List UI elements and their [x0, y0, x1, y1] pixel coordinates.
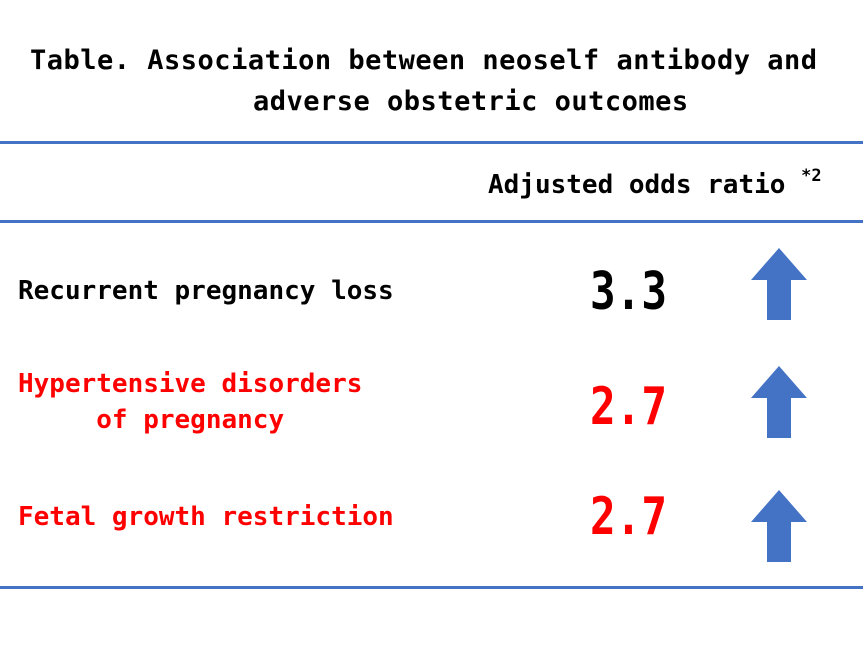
footnote-marker: *2 — [801, 166, 822, 186]
odds-ratio-value: 3.3 — [590, 262, 668, 322]
row-label-line: Recurrent pregnancy loss — [18, 276, 394, 306]
row-label-recurrent-pregnancy-loss: Recurrent pregnancy loss — [18, 273, 394, 309]
row-label-fetal-growth-restriction: Fetal growth restriction — [18, 499, 394, 535]
row-label-line: of pregnancy — [96, 405, 285, 436]
up-arrow-icon — [749, 366, 809, 438]
row-label-line: Hypertensive disorders — [18, 369, 363, 399]
top-rule — [0, 141, 863, 144]
column-header: Adjusted odds ratio *2 — [488, 168, 822, 200]
row-label-line: Fetal growth restriction — [18, 502, 394, 532]
bottom-rule — [0, 586, 863, 589]
header-rule — [0, 220, 863, 223]
row-label-hypertensive-disorders: Hypertensive disorders of pregnancy — [18, 366, 362, 439]
column-header-label: Adjusted odds ratio — [488, 170, 786, 200]
up-arrow-icon — [749, 490, 809, 562]
odds-ratio-value: 2.7 — [590, 377, 668, 437]
table-title-line-2: adverse obstetric outcomes — [253, 86, 689, 117]
up-arrow-icon — [749, 248, 809, 320]
odds-ratio-value: 2.7 — [590, 487, 668, 547]
table-title-line-1: Table. Association between neoself antib… — [30, 45, 818, 76]
